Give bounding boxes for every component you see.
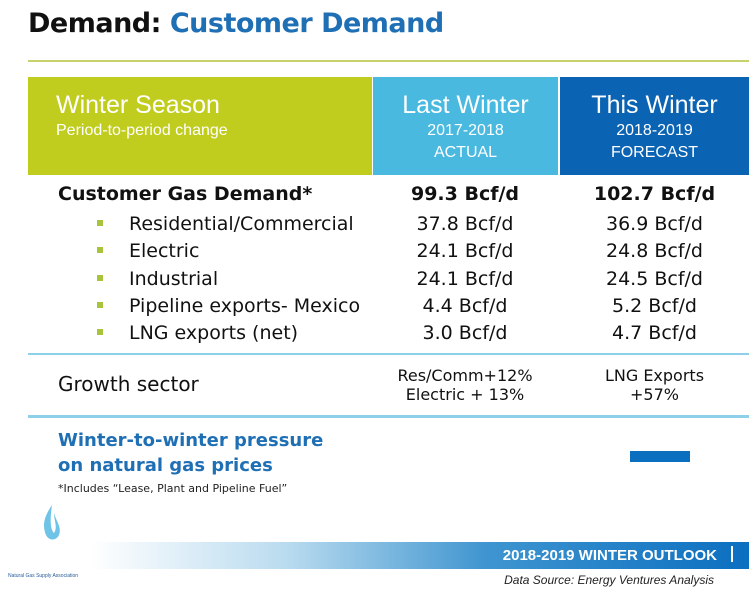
total-row: Customer Gas Demand* 99.3 Bcf/d 102.7 Bc… xyxy=(0,183,749,210)
growth-this-1: LNG Exports xyxy=(604,366,705,385)
demand-row: Pipeline exports- Mexico 4.4 Bcf/d 5.2 Bcf… xyxy=(0,295,749,322)
row-last: 24.1 Bcf/d xyxy=(416,267,514,290)
footer-outlook: 2018-2019 WINTER OUTLOOK xyxy=(502,547,717,564)
this-winter-kind: FORECAST xyxy=(610,144,699,161)
bullet-icon xyxy=(97,274,103,281)
footer-band xyxy=(90,542,749,569)
title-main: Customer Demand xyxy=(169,8,444,39)
row-label: LNG exports (net) xyxy=(129,322,299,345)
footer-separator xyxy=(731,546,733,562)
bullet-icon xyxy=(97,329,103,336)
row-this: 24.8 Bcf/d xyxy=(606,240,703,263)
last-winter-kind: ACTUAL xyxy=(433,144,498,161)
total-label: Customer Gas Demand* xyxy=(58,183,313,205)
row-this: 24.5 Bcf/d xyxy=(606,267,703,290)
total-last: 99.3 Bcf/d xyxy=(410,183,520,205)
footnote: *Includes “Lease, Plant and Pipeline Fue… xyxy=(58,482,288,495)
demand-row: Residential/Commercial 37.8 Bcf/d 36.9 Bcf… xyxy=(0,213,749,240)
row-last: 3.0 Bcf/d xyxy=(422,322,508,345)
demand-row: Industrial 24.1 Bcf/d 24.5 Bcf/d xyxy=(0,268,749,295)
season-subtitle: Period-to-period change xyxy=(56,122,228,139)
data-source: Data Source: Energy Ventures Analysis xyxy=(504,573,714,587)
this-winter-title: This Winter xyxy=(591,91,718,119)
header-season: Winter Season Period-to-period change xyxy=(28,77,372,175)
bullet-icon xyxy=(97,247,103,254)
growth-this-2: +57% xyxy=(630,385,679,404)
pressure-line-1: Winter-to-winter pressure xyxy=(58,430,324,451)
row-label: Electric xyxy=(129,240,200,263)
demand-row: Electric 24.1 Bcf/d 24.8 Bcf/d xyxy=(0,240,749,267)
row-label: Pipeline exports- Mexico xyxy=(129,294,361,317)
season-title: Winter Season xyxy=(56,91,220,119)
row-label: Residential/Commercial xyxy=(129,213,354,235)
divider xyxy=(28,353,749,355)
row-label: Industrial xyxy=(129,267,219,290)
title-prefix: Demand: xyxy=(28,8,161,39)
last-winter-years: 2017-2018 xyxy=(427,122,504,139)
row-this: 4.7 Bcf/d xyxy=(612,322,697,345)
page-title: Demand: Customer Demand xyxy=(28,8,444,39)
growth-last-2: Electric + 13% xyxy=(405,385,525,404)
flame-logo-icon xyxy=(44,505,60,540)
growth-last-1: Res/Comm+12% xyxy=(397,366,533,385)
header-last-winter: Last Winter 2017-2018 ACTUAL xyxy=(373,77,558,175)
header-this-winter: This Winter 2018-2019 FORECAST xyxy=(560,77,749,175)
bullet-icon xyxy=(97,301,103,308)
row-this: 5.2 Bcf/d xyxy=(612,294,697,317)
this-winter-years: 2018-2019 xyxy=(616,122,693,139)
growth-this: LNG Exports +57% xyxy=(560,366,749,404)
title-divider xyxy=(28,60,749,62)
last-winter-title: Last Winter xyxy=(402,91,529,119)
org-name: Natural Gas Supply Association xyxy=(8,573,79,579)
growth-label: Growth sector xyxy=(58,372,199,396)
pressure-heading: Winter-to-winter pressure on natural gas … xyxy=(58,428,323,478)
row-last: 37.8 Bcf/d xyxy=(416,213,514,235)
demand-row: LNG exports (net) 3.0 Bcf/d 4.7 Bcf/d xyxy=(0,322,749,349)
row-last: 4.4 Bcf/d xyxy=(422,294,508,317)
divider xyxy=(28,415,749,418)
pressure-indicator-bar xyxy=(630,451,690,462)
pressure-line-2: on natural gas prices xyxy=(58,455,273,476)
growth-last: Res/Comm+12% Electric + 13% xyxy=(380,366,550,404)
total-this: 102.7 Bcf/d xyxy=(593,183,716,205)
bullet-icon xyxy=(97,220,103,226)
row-this: 36.9 Bcf/d xyxy=(606,213,703,235)
row-last: 24.1 Bcf/d xyxy=(416,240,514,263)
